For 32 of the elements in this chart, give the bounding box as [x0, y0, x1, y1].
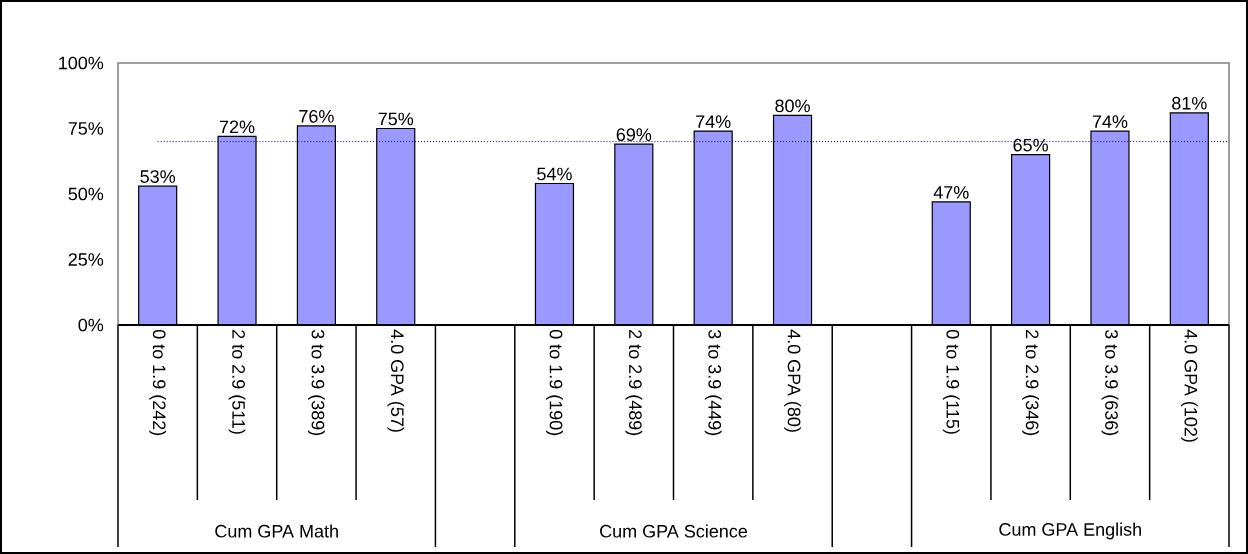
y-tick-label: 100%: [59, 56, 104, 70]
x-tick-label: 3 to 3.9 (636): [1101, 329, 1119, 436]
x-tick-label: 4.0 GPA (57): [387, 329, 405, 432]
text: Cum GPA English: [999, 522, 1141, 540]
data-label: 69%: [616, 128, 652, 142]
data-label: 54%: [537, 167, 572, 181]
data-label: 53%: [140, 170, 176, 183]
y-tick-label: 0%: [78, 318, 104, 332]
data-label: 47%: [933, 186, 969, 199]
y-tick-label: 25%: [68, 253, 104, 266]
x-tick-label: 4.0 GPA (102): [1180, 329, 1198, 442]
y-tick-label: 50%: [68, 187, 104, 201]
x-tick-label: 0 to 1.9 (115): [942, 329, 960, 434]
data-label: 81%: [1172, 96, 1207, 110]
x-tick-label: 2 to 2.9 (511): [228, 330, 246, 434]
data-label: 74%: [1092, 115, 1128, 128]
text: Cum GPA Math: [215, 524, 338, 538]
x-tick-label: 3 to 3.9 (389): [308, 329, 325, 436]
data-label: 65%: [1013, 138, 1048, 152]
data-label: 74%: [696, 115, 731, 128]
x-tick-label: 4.0 GPA (80): [784, 329, 801, 432]
data-label: 72%: [219, 120, 255, 134]
data-label: 76%: [299, 109, 334, 123]
x-tick-label: 0 to 1.9 (242): [149, 329, 167, 436]
x-tick-label: 0 to 1.9 (190): [546, 329, 563, 436]
x-tick-label: 3 to 3.9 (449): [704, 329, 722, 436]
data-label: 75%: [378, 112, 414, 126]
text: Cum GPA Science: [600, 524, 748, 538]
y-tick-label: 75%: [68, 122, 104, 135]
x-tick-label: 2 to 2.9 (489): [625, 330, 643, 436]
data-label: 80%: [775, 99, 810, 113]
x-tick-label: 2 to 2.9 (346): [1022, 330, 1039, 436]
